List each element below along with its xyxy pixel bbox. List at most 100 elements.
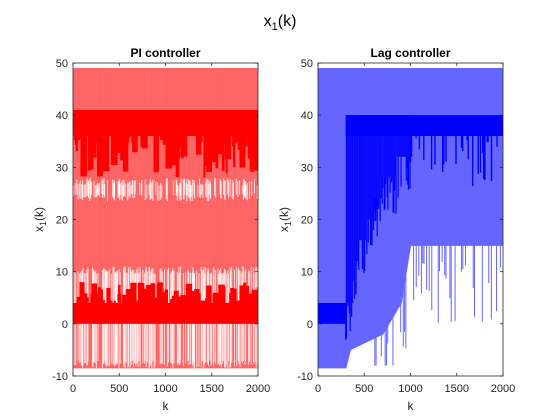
pi-controller-series-dark-spike xyxy=(153,136,159,173)
pi-controller-series-dark-spike xyxy=(233,136,236,168)
pi-controller-series-dark-spike xyxy=(224,136,232,160)
pi-controller-series-dark-spike xyxy=(180,136,188,157)
pi-controller-series-dark-spike xyxy=(257,136,258,144)
pi-controller-series-dark-spike xyxy=(164,289,169,303)
pi-controller-series-dark-spike xyxy=(81,293,88,303)
pi-controller-ytick-label: 20 xyxy=(56,215,68,227)
lag-controller-xlabel: k xyxy=(408,399,415,413)
pi-controller-series-dark-spike xyxy=(79,282,85,303)
lag-controller-xtick-label: 0 xyxy=(315,383,321,395)
pi-controller-series-dark-spike xyxy=(132,136,138,153)
lag-controller-ytick-label: 20 xyxy=(301,215,313,227)
pi-controller-series-dark-spike xyxy=(198,136,203,142)
pi-controller-series-dark-spike xyxy=(171,136,178,166)
pi-controller-series-dark-spike xyxy=(165,136,173,169)
pi-controller-xtick-label: 0 xyxy=(70,383,76,395)
pi-controller-series-dark-spike xyxy=(161,291,166,303)
lag-controller-ytick-label: 50 xyxy=(301,58,313,70)
pi-controller-title: PI controller xyxy=(130,46,200,60)
pi-controller-ytick-label: 40 xyxy=(56,110,68,122)
lag-controller-plot-area xyxy=(318,68,503,369)
lag-controller-series-dark-stair xyxy=(358,115,367,241)
lag-controller-ylabel: x1(k) xyxy=(277,207,293,232)
pi-controller-xtick-label: 1500 xyxy=(200,383,224,395)
pi-controller-ytick-label: 0 xyxy=(62,319,68,331)
pi-controller-series-dark-spike xyxy=(215,297,220,303)
pi-controller-series-dark-spike xyxy=(173,290,179,303)
figure-title: x1(k) xyxy=(264,13,297,33)
pi-controller-series-dark-spike xyxy=(113,300,116,303)
pi-controller-series-dark-spike xyxy=(170,299,173,303)
pi-controller-series-dark-spike xyxy=(142,136,148,149)
pi-controller-ytick-label: 10 xyxy=(56,267,68,279)
pi-controller-series-dark-spike xyxy=(106,287,111,303)
pi-controller-series-dark-spike xyxy=(206,285,212,303)
pi-controller-ytick-label: 30 xyxy=(56,162,68,174)
pi-controller-series-dark-spike xyxy=(242,136,246,154)
pi-controller-xtick-label: 1000 xyxy=(153,383,177,395)
pi-controller-series-dark-spike xyxy=(228,136,232,145)
pi-controller-series-dark-spike xyxy=(253,136,258,171)
pi-controller-series-dark-spike xyxy=(150,283,156,303)
pi-controller-series-dark-spike xyxy=(237,136,241,150)
pi-controller-series-dark-spike xyxy=(215,136,219,169)
pi-controller-series-dark-spike xyxy=(243,282,247,303)
figure-title-arg: (k) xyxy=(278,13,297,30)
pi-controller-series-dark-spike xyxy=(132,297,137,303)
lag-controller-series-dark-stair xyxy=(373,115,383,199)
pi-controller-series-dark-spike xyxy=(118,284,121,303)
lag-controller-xtick-label: 1500 xyxy=(445,383,469,395)
lag-controller-ylabel-subscript: 1 xyxy=(283,221,293,226)
pi-controller-series-dark-spike xyxy=(105,136,110,137)
pi-controller-series-dark-spike xyxy=(102,136,110,172)
pi-controller-series-dark-band xyxy=(73,109,258,137)
pi-controller-series-dark-spike xyxy=(95,136,99,144)
pi-controller-series-dark-spike xyxy=(97,287,101,303)
pi-controller-series-dark-spike xyxy=(80,136,88,177)
pi-controller-series-dark-spike xyxy=(122,294,128,303)
pi-controller-ylabel-main: x xyxy=(32,226,46,232)
pi-controller-series-dark-spike xyxy=(157,282,163,303)
lag-controller-series-dark-stair xyxy=(396,115,411,157)
pi-controller-series-dark-spike xyxy=(171,295,175,303)
pi-controller-series-dark-spike xyxy=(251,289,258,303)
pi-controller-series-dark-spike xyxy=(91,136,97,158)
pi-controller-series-dark-spike xyxy=(186,301,192,303)
pi-controller-ytick-label: 50 xyxy=(56,58,68,70)
pi-controller-xtick-label: 500 xyxy=(110,383,128,395)
pi-controller-series-dark-spike xyxy=(204,136,208,166)
lag-controller-xtick-label: 1000 xyxy=(398,383,422,395)
pi-controller-series-dark-spike xyxy=(97,136,103,177)
lag-controller-title: Lag controller xyxy=(370,46,450,60)
pi-controller-series-dark-spike xyxy=(111,136,115,156)
figure-title-subscript: 1 xyxy=(272,21,278,33)
pi-controller-series-dark-spike xyxy=(85,297,89,303)
pi-controller-series-dark-spike xyxy=(76,296,81,303)
lag-controller-ytick-label: -10 xyxy=(297,371,313,383)
pi-controller-series-dark-spike xyxy=(75,136,78,152)
pi-controller-ylabel-arg: (k) xyxy=(32,207,46,221)
pi-controller-series-dark-spike xyxy=(257,287,258,303)
pi-controller-series-dark-spike xyxy=(200,300,207,303)
lag-controller-ytick-label: 10 xyxy=(301,267,313,279)
pi-controller-series-dark-spike xyxy=(181,136,184,159)
pi-controller-series-dark-spike xyxy=(232,288,237,303)
pi-controller-series-dark-spike xyxy=(185,283,193,303)
lag-controller-xtick-label: 2000 xyxy=(491,383,515,395)
pi-controller-series-dark-spike xyxy=(234,300,241,303)
pi-controller-series-dark-spike xyxy=(220,292,224,303)
pi-controller-series-dark-spike xyxy=(109,300,113,303)
pi-controller-series-dark-spike xyxy=(158,295,161,303)
pi-controller-series-dark-spike xyxy=(221,136,225,172)
pi-controller-series-dark-spike xyxy=(114,136,118,150)
pi-controller-series-dark-spike xyxy=(143,300,147,303)
pi-controller-plot-area xyxy=(73,68,258,369)
pi-controller-series-dark-spike xyxy=(180,295,187,303)
lag-controller-series-dark-band xyxy=(318,302,346,324)
pi-controller-series-dark-spike xyxy=(152,297,158,303)
lag-controller-xtick-label: 500 xyxy=(355,383,373,395)
lag-controller-series-dark-stair xyxy=(366,115,374,220)
pi-controller-series-dark-spike xyxy=(125,289,132,303)
